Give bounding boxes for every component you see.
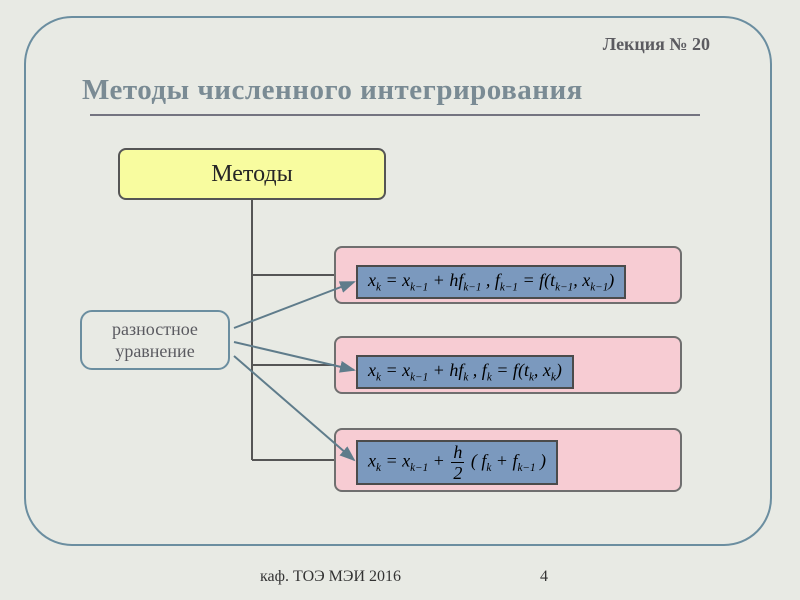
title-underline <box>90 114 700 116</box>
formula-3-wrap: xk = xk−1 + h 2 ( fk + fk−1 ) <box>356 440 558 485</box>
slide-title: Методы численного интегрирования <box>82 74 583 107</box>
formula-1-wrap: xk = xk−1 + hfk−1 , fk−1 = f(tk−1, xk−1) <box>356 265 626 299</box>
page-number: 4 <box>540 568 548 586</box>
formula-1: xk = xk−1 + hfk−1 , fk−1 = f(tk−1, xk−1) <box>356 265 626 299</box>
slide: Лекция № 20 Методы численного интегриров… <box>0 0 800 600</box>
methods-root-box: Методы <box>118 148 386 200</box>
formula-2: xk = xk−1 + hfk , fk = f(tk, xk) <box>356 355 574 389</box>
var-xk: x <box>368 270 376 290</box>
formula-2-wrap: xk = xk−1 + hfk , fk = f(tk, xk) <box>356 355 574 389</box>
lecture-label: Лекция № 20 <box>603 34 710 55</box>
footer-text: каф. ТОЭ МЭИ 2016 <box>260 568 401 586</box>
fraction-h-over-2: h 2 <box>451 443 464 482</box>
formula-3: xk = xk−1 + h 2 ( fk + fk−1 ) <box>356 440 558 485</box>
note-box: разностное уравнение <box>80 310 230 370</box>
